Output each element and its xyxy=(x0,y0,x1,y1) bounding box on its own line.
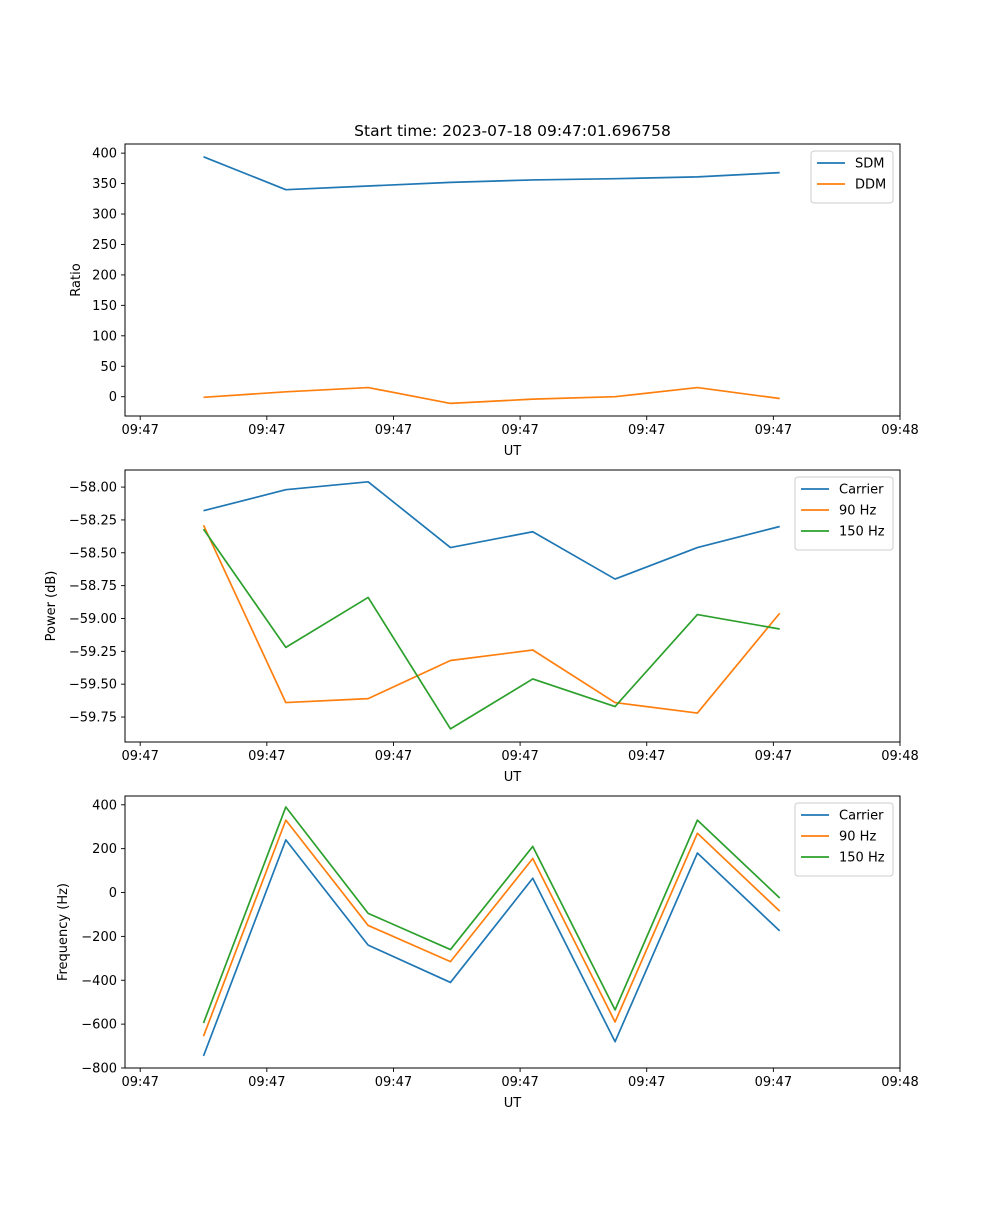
x-tick-label: 09:47 xyxy=(628,1075,665,1090)
chart-title: Start time: 2023-07-18 09:47:01.696758 xyxy=(354,122,671,140)
legend-label-ddm: DDM xyxy=(855,178,886,193)
series-group xyxy=(202,480,781,730)
y-tick-label: 300 xyxy=(92,208,117,223)
x-tick-label: 09:47 xyxy=(755,1075,792,1090)
axes-frame xyxy=(124,469,901,743)
x-tick-label: 09:47 xyxy=(755,749,792,764)
x-tick-label: 09:47 xyxy=(375,1075,412,1090)
axes-frame xyxy=(124,143,901,417)
x-tick-label: 09:47 xyxy=(121,1075,158,1090)
x-tick-label: 09:48 xyxy=(881,749,918,764)
x-axis-label: UT xyxy=(504,444,522,459)
x-axis-label: UT xyxy=(504,770,522,785)
x-tick-label: 09:47 xyxy=(501,423,538,438)
axes-frame xyxy=(124,795,901,1069)
x-tick-label: 09:47 xyxy=(501,1075,538,1090)
y-tick-label: 200 xyxy=(92,842,117,857)
y-tick-label: −58.25 xyxy=(69,513,117,528)
y-tick-label: 0 xyxy=(109,886,117,901)
chart-panel-2: 09:47 09:47 09:47 09:47 09:47 09:47 09:48 −59.7… xyxy=(44,469,919,785)
chart-panel-3: 09:47 09:47 09:47 09:47 09:47 09:47 09:48 −800 −… xyxy=(56,795,919,1111)
series-line-sdm xyxy=(203,156,780,191)
y-tick-label: −58.00 xyxy=(69,481,117,496)
y-tick-label: 400 xyxy=(92,798,117,813)
series-line-150-hz xyxy=(202,806,781,1024)
series-line-carrier xyxy=(202,839,781,1057)
series-line-150-hz xyxy=(202,528,780,730)
series-line-ddm xyxy=(203,386,780,405)
legend-label-sdm: SDM xyxy=(855,157,884,172)
y-tick-label: −600 xyxy=(81,1018,117,1033)
x-tick-label: 09:47 xyxy=(121,749,158,764)
y-tick-label: 0 xyxy=(109,390,117,405)
x-tick-label: 09:48 xyxy=(881,1075,918,1090)
legend-label-carrier: Carrier xyxy=(839,483,884,498)
legend-box xyxy=(810,150,894,204)
y-tick-label: −400 xyxy=(81,974,117,989)
y-tick-label: 350 xyxy=(92,177,117,192)
x-tick-label: 09:47 xyxy=(121,423,158,438)
y-tick-label: −59.50 xyxy=(69,678,117,693)
y-tick-label: 100 xyxy=(92,329,117,344)
x-tick-label: 09:47 xyxy=(248,423,285,438)
x-axis-label: UT xyxy=(504,1096,522,1111)
y-tick-label: −800 xyxy=(81,1062,117,1077)
y-tick-label: 200 xyxy=(92,268,117,283)
x-tick-label: 09:47 xyxy=(248,1075,285,1090)
legend-label-90-hz: 90 Hz xyxy=(839,504,876,519)
y-tick-label: −58.50 xyxy=(69,546,117,561)
y-axis-label: Power (dB) xyxy=(44,571,59,642)
x-tick-label: 09:47 xyxy=(628,749,665,764)
y-tick-label: −59.00 xyxy=(69,612,117,627)
legend-label-150-hz: 150 Hz xyxy=(839,525,885,540)
x-tick-label: 09:47 xyxy=(248,749,285,764)
y-tick-label: −59.25 xyxy=(69,645,117,660)
y-axis-label: Frequency (Hz) xyxy=(56,883,71,981)
legend: Carrier 90 Hz 150 Hz xyxy=(794,476,894,551)
series-group xyxy=(202,806,781,1057)
y-tick-label: −59.75 xyxy=(69,711,117,726)
y-tick-label: −200 xyxy=(81,930,117,945)
y-tick-label: 400 xyxy=(92,147,117,162)
chart-panel-1: 09:47 09:47 09:47 09:47 09:47 09:47 09:48 0 50 10… xyxy=(69,143,919,459)
y-tick-label: 250 xyxy=(92,238,117,253)
x-tick-label: 09:47 xyxy=(628,423,665,438)
legend: Carrier 90 Hz 150 Hz xyxy=(794,802,894,877)
y-tick-label: 150 xyxy=(92,299,117,314)
y-axis-label: Ratio xyxy=(69,263,84,296)
series-group xyxy=(203,156,780,405)
y-tick-label: −58.75 xyxy=(69,579,117,594)
legend-label-90-hz: 90 Hz xyxy=(839,830,876,845)
series-line-carrier xyxy=(203,480,780,580)
series-line-90-hz xyxy=(202,524,781,714)
x-tick-label: 09:47 xyxy=(501,749,538,764)
x-tick-label: 09:47 xyxy=(755,423,792,438)
x-tick-label: 09:47 xyxy=(375,423,412,438)
x-tick-label: 09:47 xyxy=(375,749,412,764)
x-tick-label: 09:48 xyxy=(881,423,918,438)
legend-label-carrier: Carrier xyxy=(839,809,884,824)
series-line-90-hz xyxy=(202,819,781,1037)
y-tick-label: 50 xyxy=(100,360,117,375)
legend: SDM DDM xyxy=(810,150,894,204)
legend-label-150-hz: 150 Hz xyxy=(839,851,885,866)
